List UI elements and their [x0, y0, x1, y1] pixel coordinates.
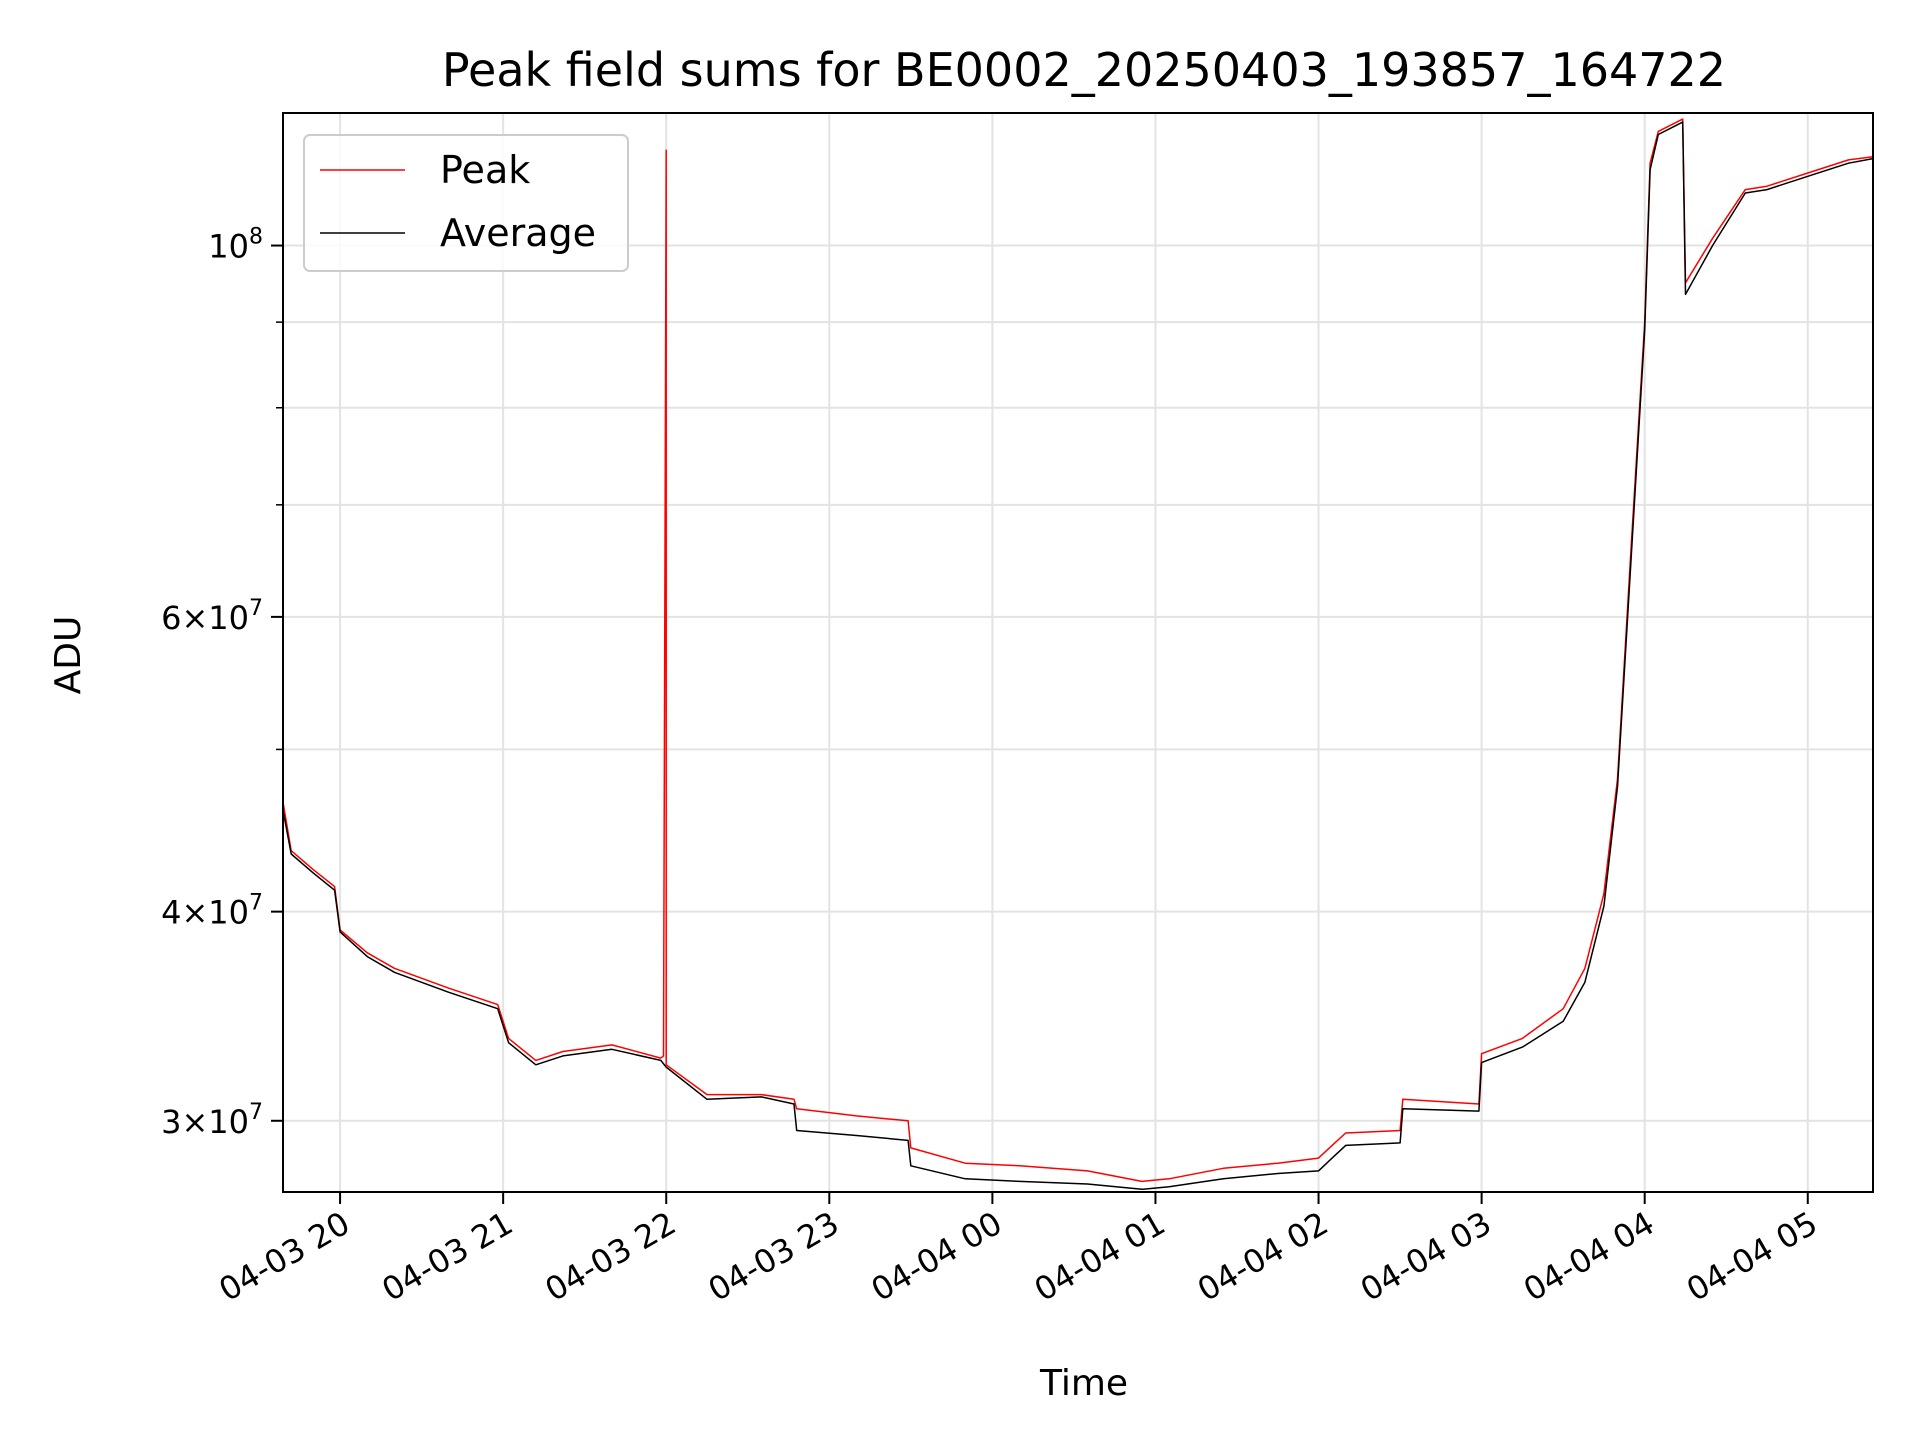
y-tick-mantissa: 3×10: [161, 1103, 249, 1141]
series-line-average: [283, 121, 1873, 1191]
chart-title: Peak field sums for BE0002_20250403_1938…: [442, 43, 1726, 97]
y-tick-exponent: 7: [249, 891, 263, 916]
plot-frame: [282, 112, 1874, 1193]
y-tick-label: 6×107: [161, 596, 263, 637]
y-tick-exponent: 8: [249, 225, 263, 250]
y-tick-label: 3×107: [161, 1100, 263, 1141]
legend: Peak Average: [303, 134, 629, 272]
legend-box: [303, 134, 629, 272]
y-tick-mantissa: 4×10: [161, 894, 249, 932]
legend-label-average: Average: [440, 211, 596, 255]
y-tick-mantissa: 6×10: [161, 599, 249, 637]
y-tick-exponent: 7: [249, 596, 263, 621]
y-tick-label: 4×107: [161, 891, 263, 932]
y-tick-label: 108: [208, 225, 263, 266]
x-axis-label: Time: [1039, 1363, 1128, 1404]
y-tick-exponent: 7: [249, 1100, 263, 1125]
series-group: [283, 118, 1873, 1191]
y-axis-label: ADU: [48, 616, 89, 695]
legend-label-peak: Peak: [440, 148, 530, 192]
series-line-peak: [283, 118, 1873, 1183]
y-tick-mantissa: 10: [208, 228, 249, 266]
